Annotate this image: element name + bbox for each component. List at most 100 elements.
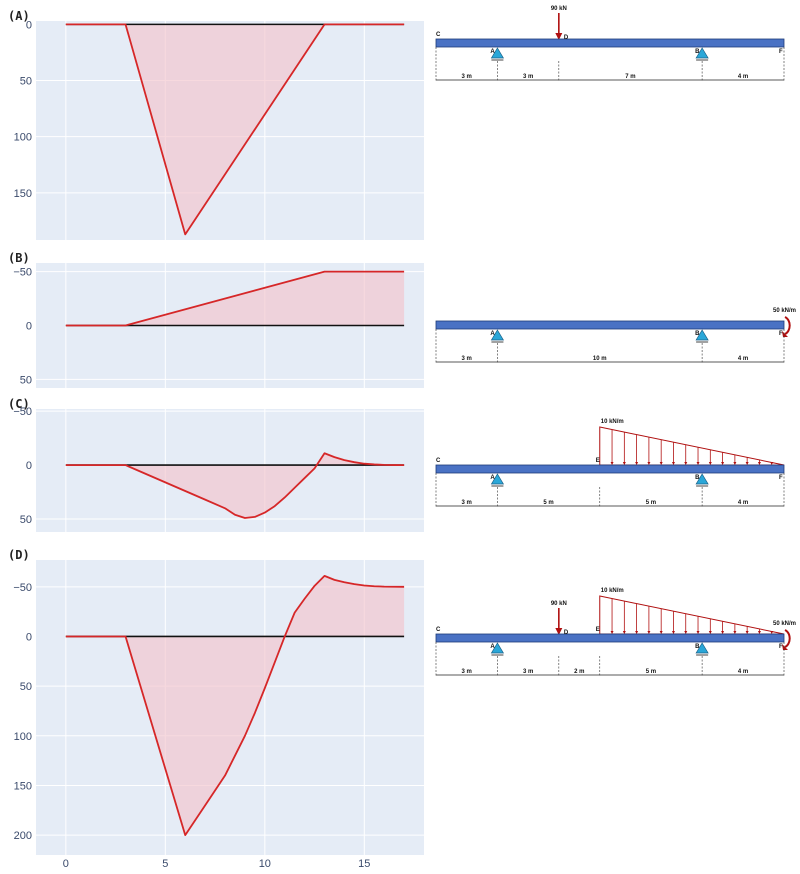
distributed-load-arrowhead xyxy=(622,631,626,634)
beam-diagram-1: 90 kN C A D B F 3 m 3 m 7 m 4 m xyxy=(435,6,785,82)
chart-panel-1: (A)0 50 100 150 90 kN C A D B F 3 m 3 m 7 m 4 m xyxy=(8,6,785,240)
beam-point-label: E xyxy=(596,627,600,633)
y-tick-label: −50 xyxy=(13,406,32,418)
x-tick-label: 15 xyxy=(358,858,370,870)
series-line xyxy=(65,452,405,519)
roller-support-icon xyxy=(695,329,709,341)
dimension-label: 3 m xyxy=(523,74,533,80)
series-line xyxy=(65,574,405,837)
dimension-label: 3 m xyxy=(462,356,472,362)
roller-support-icon xyxy=(695,642,709,654)
distributed-load-arrowhead xyxy=(757,462,761,465)
y-tick-label: 150 xyxy=(14,780,32,792)
distributed-load-arrowhead xyxy=(635,631,639,634)
dimension-label: 5 m xyxy=(543,500,553,506)
area-fill xyxy=(65,453,405,518)
pin-support-icon xyxy=(490,642,505,654)
distributed-load-arrowhead xyxy=(684,631,688,634)
y-tick-label: −50 xyxy=(13,582,32,594)
distributed-load-arrowhead xyxy=(622,462,626,465)
roller-support-icon xyxy=(695,47,709,59)
distributed-load-arrowhead xyxy=(659,631,663,634)
panel-label: (D) xyxy=(8,548,30,562)
area-fill xyxy=(65,575,405,836)
dimension-label: 4 m xyxy=(738,500,748,506)
distributed-load-arrowhead xyxy=(647,462,651,465)
beam-point-label: D xyxy=(564,630,569,636)
beam-point-label: B xyxy=(695,475,700,481)
beam-point-label: A xyxy=(490,49,495,55)
beam-diagram-2: 50 kN/m A B F 3 m 10 m 4 m xyxy=(435,308,796,364)
beam-point-label: A xyxy=(490,644,495,650)
distributed-load-arrowhead xyxy=(733,631,737,634)
y-tick-label: 0 xyxy=(26,460,32,472)
point-load-label: 90 kN xyxy=(551,601,567,607)
y-tick-label: 150 xyxy=(14,188,32,200)
pin-support-icon xyxy=(490,329,505,341)
beam-point-label: C xyxy=(436,32,441,38)
beam-diagram-4: 10 kN/m 90 kN 50 kN/m C A D E B F 3 m 3 m 2 m 5 m 4 m xyxy=(435,588,796,677)
distributed-load-arrowhead xyxy=(635,462,639,465)
area-fill xyxy=(65,271,405,326)
beam-point-label: E xyxy=(596,458,600,464)
distributed-load-arrowhead xyxy=(708,462,712,465)
y-tick-label: 50 xyxy=(20,374,32,386)
beam-point-label: B xyxy=(695,49,700,55)
dimension-label: 3 m xyxy=(523,669,533,675)
moment-arrowhead xyxy=(782,331,788,337)
point-load-label: 90 kN xyxy=(551,6,567,12)
roller-support-icon xyxy=(695,473,709,485)
moment-arrowhead xyxy=(782,644,788,650)
distributed-load-arrowhead xyxy=(721,462,725,465)
beam-point-label: F xyxy=(779,49,783,55)
y-tick-label: 100 xyxy=(14,731,32,743)
dimension-label: 4 m xyxy=(738,74,748,80)
chart-panel-2: (B) −50 0 50 50 kN/m A B F 3 m 10 m 4 m xyxy=(8,251,796,388)
beam-diagram-3: 10 kN/m C A E B F 3 m 5 m 5 m 4 m xyxy=(435,419,785,508)
distributed-load-arrowhead xyxy=(647,631,651,634)
distributed-load-arrowhead xyxy=(733,462,737,465)
dimension-label: 2 m xyxy=(574,669,584,675)
distributed-load-arrowhead xyxy=(659,462,663,465)
dimension-label: 4 m xyxy=(738,356,748,362)
distributed-load-outline xyxy=(599,595,785,635)
beam-point-label: C xyxy=(436,458,441,464)
y-tick-label: 100 xyxy=(14,132,32,144)
y-tick-label: 50 xyxy=(20,514,32,526)
beam-body xyxy=(435,633,785,643)
moment-arc xyxy=(784,316,791,335)
beam-point-label: F xyxy=(779,475,783,481)
series-line xyxy=(65,270,405,327)
area-fill xyxy=(65,24,405,235)
panel-label: (B) xyxy=(8,251,30,265)
distributed-load-arrowhead xyxy=(770,631,774,634)
y-tick-label: 50 xyxy=(20,681,32,693)
beam-point-label: C xyxy=(436,627,441,633)
beam-point-label: F xyxy=(779,331,783,337)
x-tick-label: 5 xyxy=(162,858,168,870)
distributed-load-arrowhead xyxy=(671,631,675,634)
moment-label: 50 kN/m xyxy=(773,308,796,314)
point-load-arrowhead xyxy=(555,33,563,40)
y-tick-label: 200 xyxy=(14,830,32,842)
distributed-load-arrowhead xyxy=(610,462,614,465)
distributed-load-arrowhead xyxy=(684,462,688,465)
y-tick-label: 0 xyxy=(26,631,32,643)
distributed-load-outline xyxy=(599,426,785,466)
series-line xyxy=(65,23,405,236)
distributed-load-arrowhead xyxy=(671,462,675,465)
y-tick-label: 0 xyxy=(26,19,32,31)
distributed-load-arrowhead xyxy=(721,631,725,634)
beam-body xyxy=(435,38,785,48)
pin-support-icon xyxy=(490,47,505,59)
beam-body xyxy=(435,320,785,330)
distributed-load-arrowhead xyxy=(708,631,712,634)
panel-label: (C) xyxy=(8,397,30,411)
x-tick-label: 10 xyxy=(259,858,271,870)
point-load-arrowhead xyxy=(555,628,563,635)
moment-arc xyxy=(784,629,791,648)
distributed-load-label: 10 kN/m xyxy=(601,419,624,425)
dimension-label: 5 m xyxy=(646,500,656,506)
dimension-label: 4 m xyxy=(738,669,748,675)
